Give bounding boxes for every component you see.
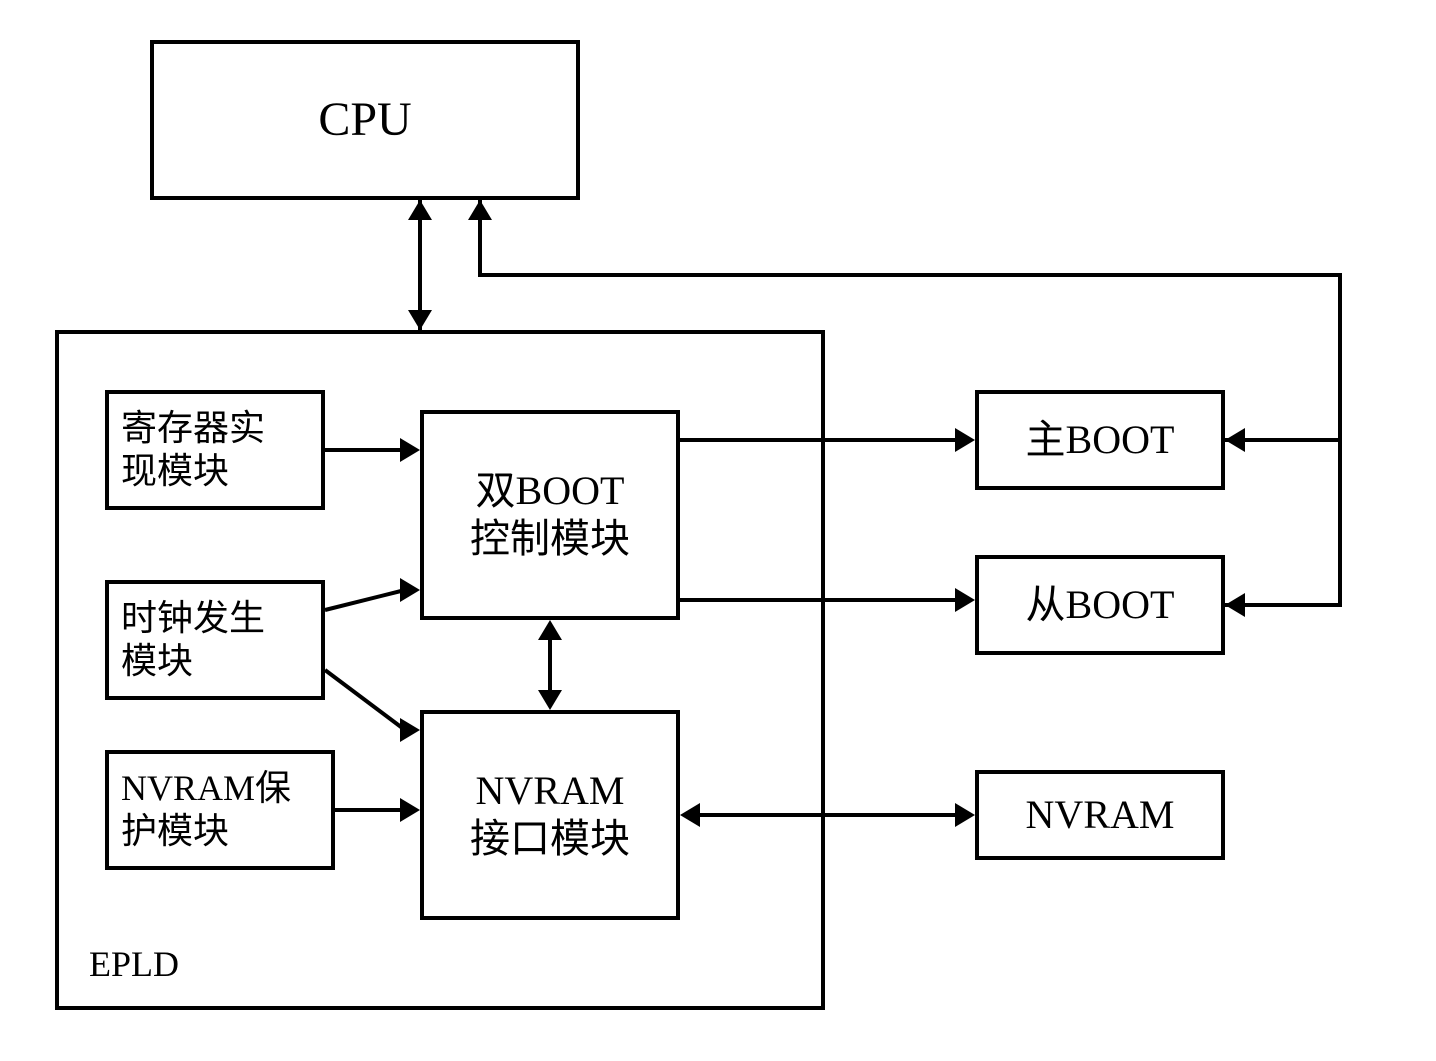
cpu-label: CPU (318, 91, 411, 149)
edge-cpu-feedback-h (478, 273, 1342, 277)
epld-label: EPLD (89, 943, 179, 986)
arrow-nvramif-nvram-l (680, 803, 700, 827)
arrow-cpu-feedback-up (468, 200, 492, 220)
slave-boot-label: 从BOOT (1026, 581, 1175, 629)
edge-dual-nvramif (548, 640, 552, 690)
edge-nvramif-nvram (700, 813, 955, 817)
cpu-box: CPU (150, 40, 580, 200)
dual-boot-box: 双BOOT 控制模块 (420, 410, 680, 620)
nvram-interface-box: NVRAM 接口模块 (420, 710, 680, 920)
arrow-dual-slave (955, 588, 975, 612)
arrow-reg-dual (400, 438, 420, 462)
arrow-protect-nvramif (400, 798, 420, 822)
main-boot-label: 主BOOT (1026, 416, 1175, 464)
edge-dual-main (680, 438, 955, 442)
arrow-cpu-epld-down (408, 310, 432, 330)
register-module-box: 寄存器实 现模块 (105, 390, 325, 510)
nvram-label: NVRAM (1026, 791, 1175, 839)
register-module-label: 寄存器实 现模块 (121, 407, 265, 493)
edge-dual-slave (680, 598, 955, 602)
clock-module-box: 时钟发生 模块 (105, 580, 325, 700)
clock-module-label: 时钟发生 模块 (121, 597, 265, 683)
arrow-clock-dual (400, 578, 420, 602)
nvram-protect-label: NVRAM保 护模块 (121, 767, 291, 853)
edge-reg-dual (325, 448, 400, 452)
arrow-cpu-epld-up (408, 200, 432, 220)
arrow-dual-nvramif-up (538, 620, 562, 640)
arrow-feedback-slave (1225, 593, 1245, 617)
dual-boot-label: 双BOOT 控制模块 (470, 467, 630, 563)
main-boot-box: 主BOOT (975, 390, 1225, 490)
arrow-feedback-main (1225, 428, 1245, 452)
nvram-box: NVRAM (975, 770, 1225, 860)
arrow-clock-nvram (400, 718, 420, 742)
arrow-nvramif-nvram-r (955, 803, 975, 827)
nvram-protect-box: NVRAM保 护模块 (105, 750, 335, 870)
edge-protect-nvramif (335, 808, 400, 812)
arrow-dual-main (955, 428, 975, 452)
arrow-dual-nvramif-down (538, 690, 562, 710)
nvram-interface-label: NVRAM 接口模块 (470, 767, 630, 863)
slave-boot-box: 从BOOT (975, 555, 1225, 655)
